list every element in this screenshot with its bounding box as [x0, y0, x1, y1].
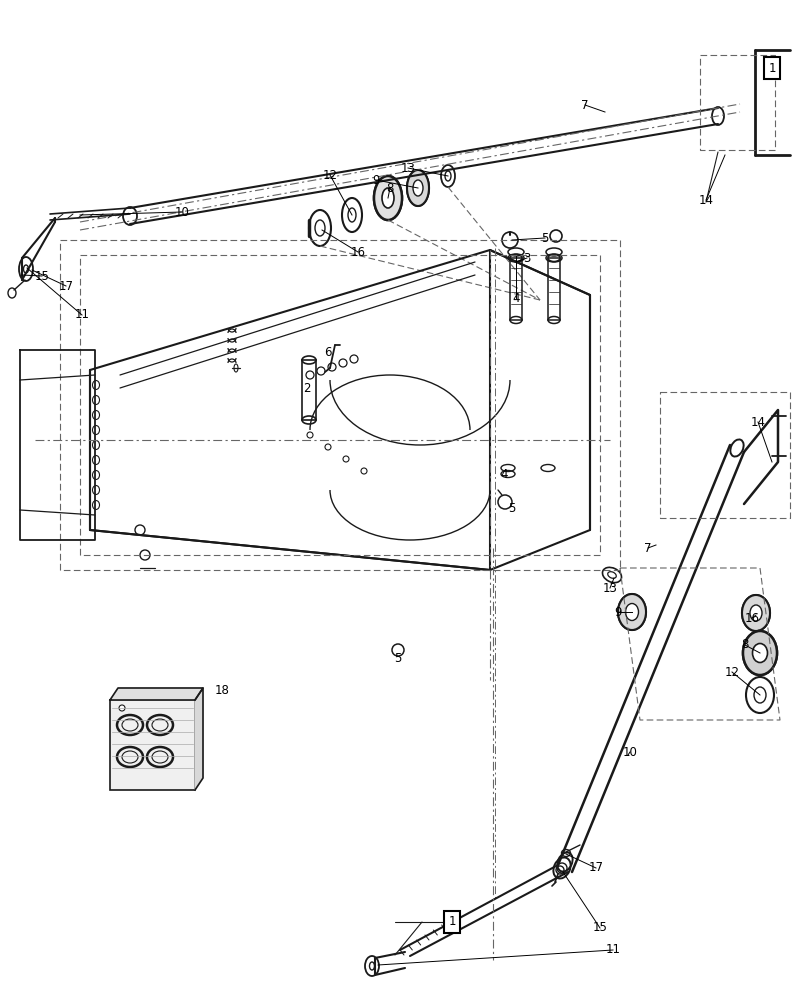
Ellipse shape — [624, 603, 637, 620]
Bar — [109, 700, 195, 790]
Text: 16: 16 — [350, 245, 365, 258]
Text: 4: 4 — [500, 468, 507, 481]
Text: 16: 16 — [744, 611, 758, 624]
Text: 14: 14 — [697, 194, 713, 207]
Text: 11: 11 — [605, 943, 620, 956]
Ellipse shape — [617, 594, 646, 630]
Text: 10: 10 — [174, 206, 189, 219]
Ellipse shape — [406, 170, 428, 206]
Ellipse shape — [413, 180, 423, 196]
Text: 4: 4 — [512, 292, 519, 304]
Polygon shape — [195, 688, 203, 790]
Text: 3: 3 — [522, 251, 530, 264]
Text: 14: 14 — [749, 416, 765, 428]
Text: 17: 17 — [588, 861, 603, 874]
Ellipse shape — [741, 595, 769, 631]
Text: 5: 5 — [394, 652, 401, 664]
Text: 15: 15 — [35, 269, 49, 282]
Polygon shape — [109, 688, 203, 700]
Ellipse shape — [749, 605, 761, 621]
Text: 5: 5 — [541, 232, 548, 244]
Text: 15: 15 — [592, 921, 607, 934]
Text: 6: 6 — [324, 346, 332, 359]
Circle shape — [119, 705, 125, 711]
Text: 9: 9 — [371, 174, 380, 187]
Text: 9: 9 — [613, 605, 621, 618]
Text: 7: 7 — [643, 542, 651, 554]
Text: 12: 12 — [322, 169, 337, 182]
Text: 18: 18 — [214, 684, 230, 696]
Text: 10: 10 — [622, 746, 637, 758]
Text: 1: 1 — [767, 62, 775, 75]
Text: 13: 13 — [400, 162, 415, 175]
Ellipse shape — [752, 644, 766, 662]
Text: 17: 17 — [58, 279, 74, 292]
Ellipse shape — [742, 631, 776, 675]
Ellipse shape — [374, 176, 401, 220]
Text: 8: 8 — [740, 639, 748, 652]
Text: 1: 1 — [448, 915, 455, 928]
Text: 7: 7 — [581, 99, 588, 112]
Ellipse shape — [381, 188, 393, 208]
Text: 2: 2 — [303, 381, 311, 394]
Text: 13: 13 — [602, 582, 616, 594]
Text: 8: 8 — [386, 182, 393, 195]
Text: 5: 5 — [508, 502, 515, 514]
Text: 11: 11 — [75, 308, 89, 322]
Text: 12: 12 — [723, 666, 739, 678]
